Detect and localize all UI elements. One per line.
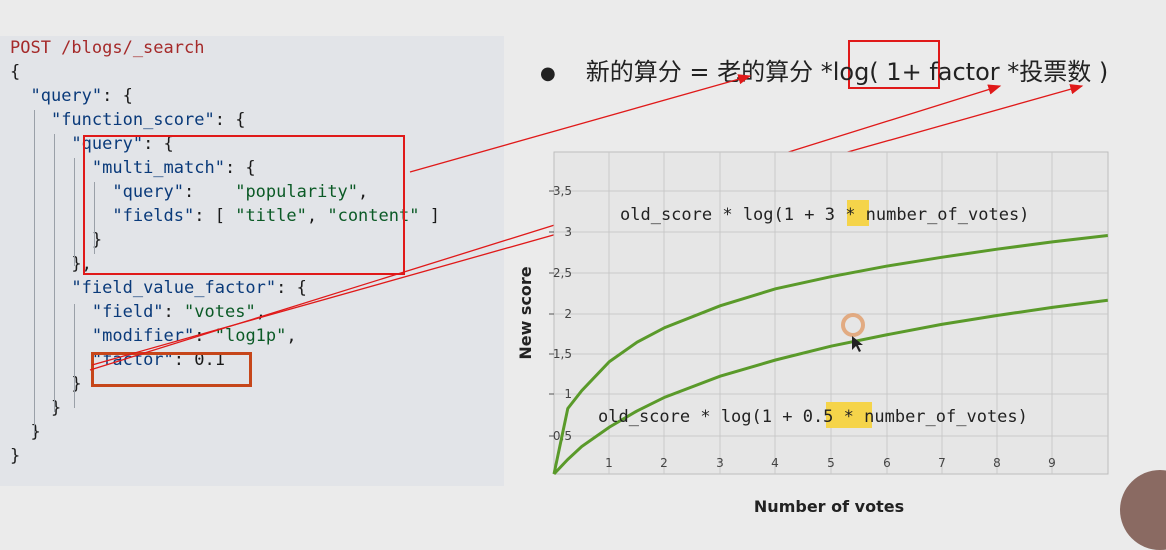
series-line-factor-3 <box>552 234 1108 475</box>
code-line: "fields": [ "title", "content" ] <box>10 204 440 228</box>
indent-guide <box>74 304 75 408</box>
query-highlight-box <box>83 135 405 275</box>
series-annotation: old_score * log(1 + 3 * number_of_votes) <box>620 205 1029 225</box>
code-line: "factor": 0.1 <box>10 348 225 372</box>
indent-guide <box>94 182 95 254</box>
code-line: "query": { <box>10 84 133 108</box>
code-token: "query" <box>30 86 103 106</box>
annotation-pre: old_score * log(1 + <box>598 407 803 427</box>
annotation-pre: old_score * log(1 + <box>620 205 825 225</box>
code-token: } <box>10 446 21 466</box>
code-token: , <box>286 326 297 346</box>
code-line: "query": { <box>10 132 174 156</box>
indent-guide <box>74 158 75 266</box>
y-tick-label: 2 <box>564 307 572 321</box>
code-line: "multi_match": { <box>10 156 256 180</box>
formula-lhs: 新的算分 = 老的算分 * <box>585 58 833 86</box>
code-token: "multi_match" <box>91 158 225 178</box>
log-highlight-box <box>848 40 940 89</box>
x-tick-label: 3 <box>716 456 724 470</box>
y-tick-label: 1,5 <box>553 347 572 361</box>
code-token: "content" <box>327 206 420 226</box>
indent-guide <box>54 134 55 412</box>
annotation-factor: 3 <box>825 205 835 225</box>
annotation-highlight <box>826 402 872 428</box>
formula-log: log( 1 <box>832 58 902 86</box>
code-token: "title" <box>235 206 307 226</box>
annotation-post: * number_of_votes) <box>833 407 1027 427</box>
code-token: : 0.1 <box>173 350 225 370</box>
code-line: } <box>10 420 41 444</box>
code-token: "query" <box>112 182 185 202</box>
code-line: } <box>10 396 61 420</box>
code-token: , <box>255 302 266 322</box>
code-token: "factor" <box>91 350 174 370</box>
y-axis-label: New score <box>516 266 535 359</box>
code-line: "field_value_factor": { <box>10 276 307 300</box>
code-token: "field" <box>91 302 164 322</box>
code-line: "query": "popularity", <box>10 180 368 204</box>
x-tick-label: 9 <box>1048 456 1056 470</box>
code-line: POST /blogs/_search <box>10 36 204 60</box>
code-token: : { <box>102 86 133 106</box>
x-tick-label: 2 <box>660 456 668 470</box>
x-tick-label: 5 <box>827 456 835 470</box>
code-token: : <box>163 302 185 322</box>
code-token: "log1p" <box>214 326 287 346</box>
annotation-arrow <box>409 74 752 173</box>
code-token: { <box>10 62 21 82</box>
code-token: } <box>10 422 41 442</box>
code-line: } <box>10 444 20 468</box>
code-token: "votes" <box>184 302 256 322</box>
code-token: "query" <box>71 134 144 154</box>
x-tick-label: 4 <box>771 456 779 470</box>
code-token: : [ <box>194 206 236 226</box>
code-token: : <box>184 182 236 202</box>
code-token: }, <box>10 254 92 274</box>
cursor-icon <box>838 310 878 358</box>
code-line: "field": "votes", <box>10 300 266 324</box>
x-tick-label: 7 <box>938 456 946 470</box>
code-line: "function_score": { <box>10 108 245 132</box>
code-token: } <box>10 398 62 418</box>
annotation-factor: 0.5 <box>803 407 834 427</box>
bullet-icon: ● <box>540 62 556 84</box>
code-line: } <box>10 372 82 396</box>
code-line: { <box>10 60 20 84</box>
x-tick-label: 1 <box>605 456 613 470</box>
x-tick-label: 6 <box>883 456 891 470</box>
score-formula: ● 新的算分 = 老的算分 * log( 1 + factor *投票数 ) <box>540 52 1108 87</box>
code-token: "fields" <box>112 206 195 226</box>
code-token: : { <box>143 134 174 154</box>
annotation-post: * number_of_votes) <box>835 205 1029 225</box>
code-token: "popularity" <box>235 182 359 202</box>
code-token: "field_value_factor" <box>71 278 277 298</box>
code-token: , <box>306 206 328 226</box>
y-tick-label: 3,5 <box>553 184 572 198</box>
code-line: } <box>10 228 102 252</box>
code-token: : { <box>214 110 246 130</box>
y-tick-label: 3 <box>564 225 572 239</box>
code-token: } <box>10 230 103 250</box>
y-tick-label: 1 <box>564 387 572 401</box>
code-token: } <box>10 374 82 394</box>
x-axis-label: Number of votes <box>754 497 904 516</box>
code-token: , <box>358 182 369 202</box>
code-token: : { <box>224 158 256 178</box>
x-tick-label: 8 <box>993 456 1001 470</box>
annotation-highlight <box>847 200 869 226</box>
formula-rest: + factor *投票数 ) <box>901 58 1109 86</box>
code-token: "modifier" <box>91 326 195 346</box>
series-annotation: old_score * log(1 + 0.5 * number_of_vote… <box>598 407 1028 427</box>
series-line-factor-0-5 <box>552 298 1108 476</box>
code-line: }, <box>10 252 92 276</box>
code-token: : { <box>276 278 307 298</box>
y-tick-label: 2,5 <box>553 266 572 280</box>
code-token: ] <box>419 206 440 226</box>
code-token: POST /blogs/_search <box>10 38 205 58</box>
indent-guide <box>34 110 35 436</box>
code-token: "function_score" <box>50 110 215 130</box>
